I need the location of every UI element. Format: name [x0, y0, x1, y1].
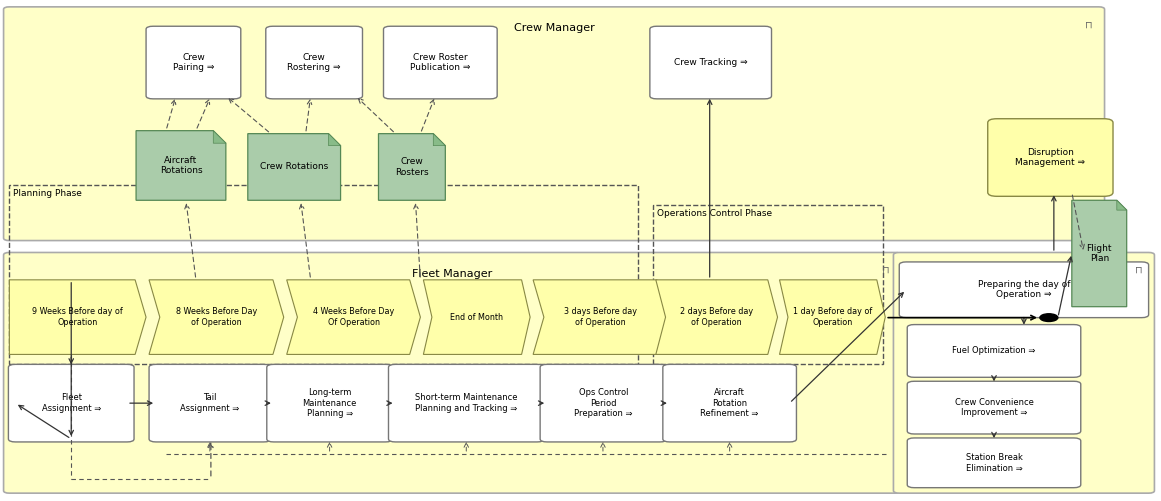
Text: ⊓: ⊓ [1135, 265, 1142, 275]
Bar [652, 205, 884, 364]
FancyBboxPatch shape [266, 26, 362, 99]
Text: Planning Phase: Planning Phase [14, 189, 82, 198]
Text: Crew Rotations: Crew Rotations [260, 162, 329, 171]
Text: Ops Control
Period
Preparation ⇒: Ops Control Period Preparation ⇒ [575, 388, 633, 418]
Text: Crew Roster
Publication ⇒: Crew Roster Publication ⇒ [410, 53, 470, 72]
Text: Tail
Assignment ⇒: Tail Assignment ⇒ [180, 393, 239, 413]
Text: Flight
Plan: Flight Plan [1087, 244, 1112, 263]
Polygon shape [329, 134, 340, 146]
Text: Disruption
Management ⇒: Disruption Management ⇒ [1016, 148, 1086, 167]
FancyBboxPatch shape [149, 364, 271, 442]
Text: 9 Weeks Before day of
Operation: 9 Weeks Before day of Operation [33, 308, 123, 327]
FancyBboxPatch shape [663, 364, 796, 442]
Polygon shape [378, 134, 446, 200]
Text: 3 days Before day
of Operation: 3 days Before day of Operation [564, 308, 637, 327]
FancyBboxPatch shape [540, 364, 666, 442]
Text: ⊓: ⊓ [1086, 20, 1093, 29]
Text: Preparing the day of
Operation ⇒: Preparing the day of Operation ⇒ [978, 280, 1070, 300]
Text: Operations Control Phase: Operations Control Phase [657, 209, 772, 218]
FancyBboxPatch shape [383, 26, 497, 99]
FancyBboxPatch shape [907, 381, 1081, 434]
Text: Crew Manager: Crew Manager [513, 23, 594, 33]
Polygon shape [136, 131, 226, 200]
Text: Crew
Pairing ⇒: Crew Pairing ⇒ [173, 53, 214, 72]
FancyBboxPatch shape [650, 26, 772, 99]
Text: Short-term Maintenance
Planning and Tracking ⇒: Short-term Maintenance Planning and Trac… [414, 393, 518, 413]
FancyBboxPatch shape [900, 262, 1148, 318]
Polygon shape [656, 280, 778, 354]
FancyBboxPatch shape [8, 364, 134, 442]
FancyBboxPatch shape [988, 119, 1113, 196]
Text: Fleet Manager: Fleet Manager [412, 269, 492, 279]
FancyBboxPatch shape [894, 253, 1154, 493]
FancyBboxPatch shape [146, 26, 240, 99]
FancyBboxPatch shape [907, 438, 1081, 487]
Polygon shape [9, 280, 146, 354]
Text: 4 Weeks Before Day
Of Operation: 4 Weeks Before Day Of Operation [313, 308, 395, 327]
Polygon shape [149, 280, 283, 354]
FancyBboxPatch shape [907, 325, 1081, 377]
FancyBboxPatch shape [267, 364, 392, 442]
Text: Long-term
Maintenance
Planning ⇒: Long-term Maintenance Planning ⇒ [302, 388, 356, 418]
Polygon shape [247, 134, 340, 200]
Bar [9, 185, 637, 364]
Polygon shape [1117, 200, 1126, 210]
Circle shape [1040, 314, 1058, 322]
FancyBboxPatch shape [3, 7, 1104, 240]
Polygon shape [1072, 200, 1126, 307]
Text: 8 Weeks Before Day
of Operation: 8 Weeks Before Day of Operation [175, 308, 257, 327]
Text: ⊓: ⊓ [881, 265, 889, 275]
Text: Fuel Optimization ⇒: Fuel Optimization ⇒ [952, 346, 1036, 355]
FancyBboxPatch shape [389, 364, 545, 442]
FancyBboxPatch shape [3, 253, 901, 493]
Text: Crew Tracking ⇒: Crew Tracking ⇒ [673, 58, 748, 67]
Text: Fleet
Assignment ⇒: Fleet Assignment ⇒ [42, 393, 101, 413]
Polygon shape [424, 280, 531, 354]
Text: Aircraft
Rotation
Refinement ⇒: Aircraft Rotation Refinement ⇒ [700, 388, 759, 418]
Text: Station Break
Elimination ⇒: Station Break Elimination ⇒ [966, 453, 1023, 472]
Text: Crew
Rosters: Crew Rosters [395, 157, 428, 177]
Text: 2 days Before day
of Operation: 2 days Before day of Operation [680, 308, 753, 327]
Text: End of Month: End of Month [450, 313, 503, 322]
Polygon shape [287, 280, 420, 354]
Text: 1 day Before day of
Operation: 1 day Before day of Operation [793, 308, 872, 327]
Text: Aircraft
Rotations: Aircraft Rotations [160, 156, 202, 175]
Polygon shape [214, 131, 226, 143]
Text: Crew
Rostering ⇒: Crew Rostering ⇒ [288, 53, 341, 72]
Polygon shape [433, 134, 446, 146]
Polygon shape [779, 280, 886, 354]
Polygon shape [533, 280, 668, 354]
Text: Crew Convenience
Improvement ⇒: Crew Convenience Improvement ⇒ [954, 398, 1033, 417]
